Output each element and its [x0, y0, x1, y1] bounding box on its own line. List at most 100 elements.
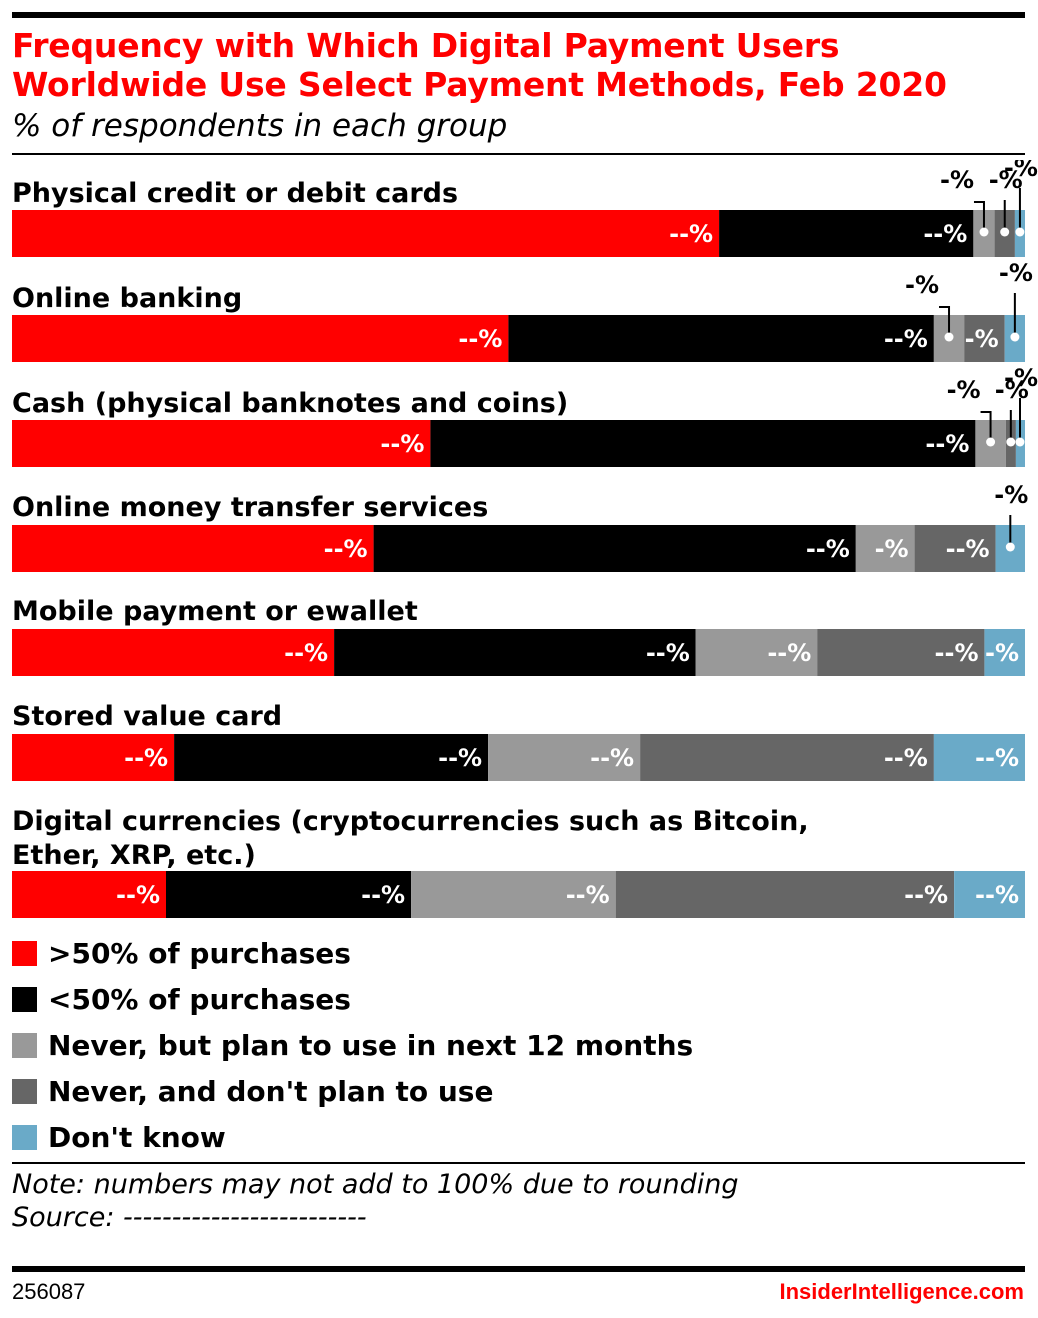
legend-item: Never, but plan to use in next 12 months	[12, 1022, 693, 1068]
bar-segment	[430, 420, 976, 467]
callout-dot	[1006, 437, 1016, 447]
value-label: --%	[935, 639, 979, 667]
bar-segment	[12, 315, 509, 362]
bar-segment	[12, 420, 431, 467]
value-label: --%	[438, 744, 482, 772]
bar-segment	[719, 210, 974, 257]
top-rule	[12, 12, 1025, 18]
value-label: --%	[806, 535, 850, 563]
callout-label: -%	[947, 376, 981, 404]
value-label: --%	[975, 744, 1019, 772]
callout-label: -%	[994, 481, 1028, 509]
bar-segment	[12, 629, 335, 676]
value-label: --%	[324, 535, 368, 563]
value-label: --%	[923, 220, 967, 248]
legend-item: <50% of purchases	[12, 976, 693, 1022]
bar-segment	[334, 629, 696, 676]
bar-segment	[695, 629, 818, 676]
chart-subtitle: % of respondents in each group	[12, 108, 508, 144]
value-label: --%	[361, 881, 405, 909]
bar-segment	[914, 525, 996, 572]
callout-line	[939, 306, 951, 337]
chart-note: Note: numbers may not add to 100% due to…	[12, 1168, 739, 1234]
callout-label: -%	[995, 376, 1029, 404]
category-label: Physical credit or debit cards	[12, 178, 458, 209]
value-label: --%	[458, 325, 502, 353]
legend-swatch	[12, 986, 37, 1012]
value-label: --%	[884, 325, 928, 353]
callout-dot	[1015, 437, 1025, 447]
callout-label: -%	[989, 166, 1023, 194]
legend-label: Never, and don't plan to use	[48, 1074, 494, 1108]
value-label: -%	[965, 325, 999, 353]
category-label: Ether, XRP, etc.)	[12, 840, 256, 871]
bar-segment	[12, 525, 374, 572]
note-rule	[12, 1162, 1025, 1164]
value-label: --%	[884, 744, 928, 772]
category-label: Online money transfer services	[12, 492, 488, 523]
callout-dot	[979, 227, 989, 237]
bar-segment	[12, 210, 720, 257]
value-label: --%	[904, 881, 948, 909]
legend-label: <50% of purchases	[48, 982, 351, 1016]
header-rule	[12, 153, 1025, 155]
legend-swatch	[12, 1032, 37, 1058]
bar-segment	[508, 315, 934, 362]
value-label: -%	[875, 535, 909, 563]
bar-segment	[984, 629, 1025, 676]
note-text: Note: numbers may not add to 100% due to…	[12, 1169, 739, 1200]
callout-dot	[1005, 542, 1015, 552]
category-label: Digital currencies (cryptocurrencies suc…	[12, 806, 809, 837]
bar-segment	[817, 629, 985, 676]
legend-label: >50% of purchases	[48, 936, 351, 970]
legend-item: Never, and don't plan to use	[12, 1068, 693, 1114]
legend-label: Don't know	[48, 1120, 226, 1154]
category-label: Stored value card	[12, 701, 282, 732]
bar-segment	[166, 871, 412, 918]
value-label: --%	[669, 220, 713, 248]
stacked-bar-chart: Physical credit or debit cards--% --%-% -%…	[12, 160, 1038, 918]
callout-dot	[1015, 227, 1025, 237]
legend-swatch	[12, 1078, 37, 1104]
legend-label: Never, but plan to use in next 12 months	[48, 1028, 694, 1062]
value-label: --%	[284, 639, 328, 667]
category-label: Mobile payment or ewallet	[12, 596, 418, 627]
chart-id: 256087	[12, 1279, 86, 1304]
bar-segment	[933, 734, 1025, 781]
value-label: --%	[946, 535, 990, 563]
legend-item: Don't know	[12, 1114, 693, 1160]
legend-swatch	[12, 940, 37, 966]
legend-item: >50% of purchases	[12, 930, 693, 976]
bar-segment	[12, 871, 166, 918]
bar-segment	[640, 734, 934, 781]
legend: >50% of purchases <50% of purchases Never,…	[12, 930, 693, 1160]
callout-dot	[1010, 332, 1020, 342]
category-label: Cash (physical banknotes and coins)	[12, 388, 568, 419]
value-label: --%	[380, 430, 424, 458]
value-label: --%	[116, 881, 160, 909]
source-text: Source: -------------------------	[12, 1202, 367, 1233]
bar-segment	[855, 525, 915, 572]
callout-label: -%	[905, 271, 939, 299]
value-label: --%	[646, 639, 690, 667]
value-label: --%	[767, 639, 811, 667]
brand-link[interactable]: InsiderIntelligence.com	[779, 1279, 1024, 1304]
bar-segment	[615, 871, 954, 918]
callout-dot	[1000, 227, 1010, 237]
bottom-rule	[12, 1266, 1025, 1272]
callout-label: -%	[999, 259, 1033, 287]
callout-label: -%	[940, 166, 974, 194]
callout-line	[973, 201, 985, 232]
bar-segment	[373, 525, 856, 572]
value-label: -%	[985, 639, 1019, 667]
chart-title: Frequency with Which Digital Payment Use…	[12, 26, 947, 104]
bar-segment	[964, 315, 1005, 362]
value-label: --%	[124, 744, 168, 772]
bar-segment	[488, 734, 640, 781]
bar-segment	[174, 734, 489, 781]
category-label: Online banking	[12, 283, 242, 314]
callout-line	[980, 411, 992, 442]
callout-label: -%	[1004, 160, 1038, 182]
bar-segment	[954, 871, 1025, 918]
value-label: --%	[566, 881, 610, 909]
